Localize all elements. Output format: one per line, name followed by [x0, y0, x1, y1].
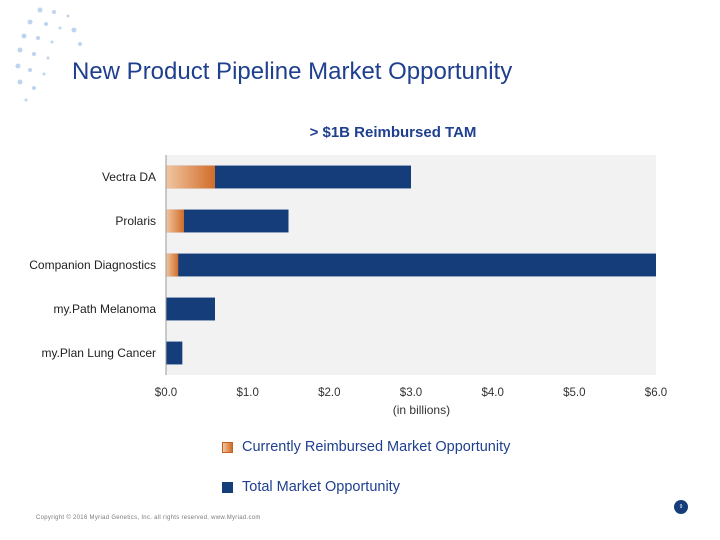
logo-dot	[50, 40, 54, 44]
legend-label-total: Total Market Opportunity	[242, 479, 400, 495]
slide-title: New Product Pipeline Market Opportunity	[72, 58, 513, 85]
logo-dot	[71, 27, 77, 33]
bar-current	[166, 165, 215, 189]
legend-swatch-current	[222, 441, 233, 453]
x-tick-label: $5.0	[563, 387, 585, 399]
logo-dot	[44, 22, 48, 26]
x-tick-label: $1.0	[236, 387, 258, 399]
category-label: Prolaris	[115, 214, 156, 228]
logo-dot	[15, 63, 21, 69]
copyright-text: Copyright © 2016 Myriad Genetics, Inc. a…	[36, 515, 261, 521]
category-label: Vectra DA	[102, 170, 156, 184]
logo-dot	[42, 72, 46, 76]
logo-dot	[17, 79, 23, 85]
logo-dot	[66, 14, 70, 18]
category-label: Companion Diagnostics	[29, 258, 156, 272]
logo-dot	[32, 86, 36, 90]
logo-dots	[15, 7, 82, 102]
legend-label-current: Currently Reimbursed Market Opportunity	[242, 439, 511, 455]
category-label: my.Path Melanoma	[54, 302, 157, 316]
category-label: my.Plan Lung Cancer	[41, 346, 156, 360]
logo-dot	[78, 42, 82, 46]
bar-total	[166, 341, 183, 365]
logo-dot	[52, 10, 56, 14]
logo-dot	[32, 52, 36, 56]
logo-dot	[58, 26, 62, 30]
x-tick-label: $4.0	[481, 387, 503, 399]
bar-total	[166, 209, 289, 233]
legend-swatch-total	[222, 481, 233, 493]
logo-dot	[28, 68, 32, 72]
bar-current	[166, 253, 179, 277]
bar-total	[166, 165, 411, 189]
logo-dot	[27, 19, 33, 25]
x-tick-label: $0.0	[155, 387, 177, 399]
bar-current	[166, 209, 184, 233]
chart-title: > $1B Reimbursed TAM	[309, 124, 477, 141]
x-tick-label: $3.0	[400, 387, 422, 399]
logo-dot	[36, 36, 40, 40]
logo-dot	[17, 47, 23, 53]
logo-dot	[24, 98, 28, 102]
logo-dot	[46, 56, 50, 60]
x-tick-label: $6.0	[645, 387, 667, 399]
bar-chart: Vectra DA Prolaris Companion Diagnostics my…	[29, 155, 667, 417]
bar-total	[166, 253, 656, 277]
x-tick-label: $2.0	[318, 387, 340, 399]
bar-total	[166, 297, 215, 321]
x-axis-label: (in billions)	[393, 403, 450, 417]
logo-dot	[21, 33, 27, 39]
logo-dot	[37, 7, 43, 13]
legend-item-current: Currently Reimbursed Market Opportunity	[222, 438, 510, 456]
page-number-badge: 9	[674, 500, 688, 514]
legend-item-total: Total Market Opportunity	[222, 478, 400, 496]
